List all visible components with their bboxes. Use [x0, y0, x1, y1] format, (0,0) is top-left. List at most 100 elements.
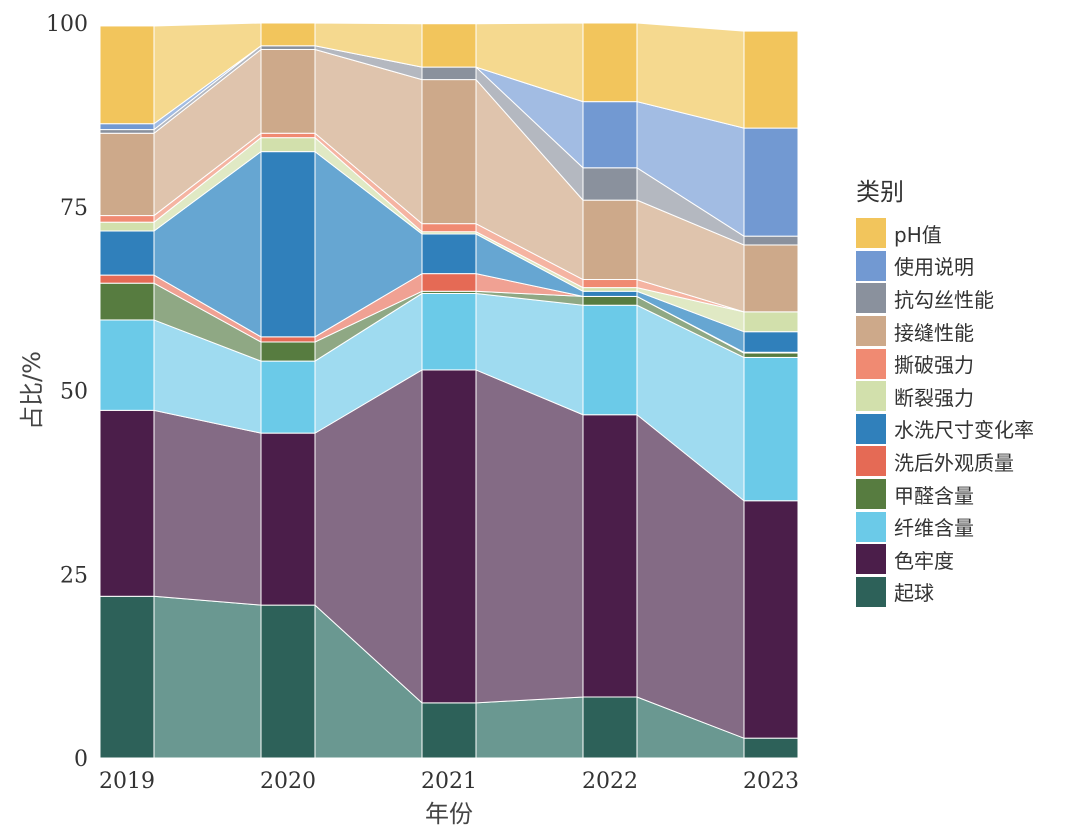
y-tick-label: 75 [60, 196, 88, 221]
bar-segment [743, 235, 799, 246]
legend-item: 抗勾丝性能 [856, 282, 1034, 315]
bar-segment [421, 702, 477, 759]
flow-band [153, 409, 262, 606]
bar-segment [99, 123, 155, 131]
legend-label: 纤维含量 [894, 516, 974, 541]
legend-swatch [856, 576, 886, 607]
legend-label: 色牢度 [894, 548, 954, 573]
bar-segment [421, 223, 477, 233]
bar-segment [99, 282, 155, 321]
bar-segment [582, 22, 638, 103]
x-axis-ticks: 2019 2020 2021 2022 2023 [99, 769, 799, 794]
y-tick-label: 100 [46, 12, 88, 37]
bar-segment [743, 737, 799, 759]
stacked-bars [99, 22, 799, 759]
bar-segment [743, 356, 799, 502]
legend-label: 接缝性能 [894, 320, 974, 345]
legend-swatch [856, 218, 886, 249]
bar-segment [421, 369, 477, 704]
bar-segment [743, 500, 799, 739]
legend-item: 起球 [856, 576, 1034, 609]
bar-segment [99, 409, 155, 597]
x-tick-label: 2023 [743, 769, 799, 794]
legend-item: 撕破强力 [856, 347, 1034, 380]
bar-segment [743, 244, 799, 313]
bar-segment [743, 331, 799, 353]
flow-band [475, 696, 584, 759]
x-tick-label: 2022 [582, 769, 638, 794]
bar-segment [743, 311, 799, 333]
bar-segment [99, 132, 155, 217]
bar-segment [260, 22, 316, 47]
bar-segment [582, 279, 638, 289]
legend-label: 甲醛含量 [894, 483, 974, 508]
legend-item: 纤维含量 [856, 510, 1034, 543]
bar-segment [99, 129, 155, 134]
legend-item: 水洗尺寸变化率 [856, 413, 1034, 446]
bar-segment [582, 295, 638, 306]
legend-label: 水洗尺寸变化率 [894, 418, 1034, 443]
y-axis-ticks: 0 25 50 75 100 [46, 12, 88, 772]
flow-band [153, 595, 262, 759]
legend-swatch [856, 413, 886, 444]
bar-segment [260, 48, 316, 134]
legend-swatch [856, 348, 886, 379]
bar-segment [99, 595, 155, 759]
bar-segment [582, 199, 638, 281]
bar-segment [582, 290, 638, 297]
bar-segment [260, 360, 316, 434]
bar-segment [99, 215, 155, 223]
x-tick-label: 2019 [99, 769, 155, 794]
legend-item: 接缝性能 [856, 315, 1034, 348]
bar-segment [582, 696, 638, 759]
y-tick-label: 25 [60, 563, 88, 588]
bar-segment [99, 230, 155, 276]
legend-label: 断裂强力 [894, 385, 974, 410]
flow-bands [153, 22, 745, 759]
legend-label: 起球 [894, 581, 934, 606]
bar-segment [743, 352, 799, 358]
y-tick-label: 0 [74, 747, 88, 772]
legend-label: 抗勾丝性能 [894, 287, 994, 312]
bar-segment [582, 167, 638, 201]
x-tick-label: 2020 [260, 769, 316, 794]
bar-segment [743, 30, 799, 129]
bar-segment [743, 127, 799, 237]
bar-segment [421, 66, 477, 81]
legend-swatch [856, 250, 886, 281]
legend-item: 使用说明 [856, 250, 1034, 283]
flow-band [475, 369, 584, 704]
legend-item: 色牢度 [856, 543, 1034, 576]
bar-segment [260, 432, 316, 606]
bar-segment [260, 45, 316, 50]
bar-segment [582, 101, 638, 169]
legend-swatch [856, 446, 886, 477]
bar-segment [421, 233, 477, 275]
legend-swatch [856, 544, 886, 575]
legend-swatch [856, 381, 886, 412]
legend-label: 撕破强力 [894, 353, 974, 378]
x-axis-title: 年份 [425, 800, 473, 828]
bar-segment [99, 25, 155, 125]
x-tick-label: 2021 [421, 769, 477, 794]
bar-segment [260, 132, 316, 139]
legend-label: 洗后外观质量 [894, 450, 1014, 475]
bar-segment [260, 341, 316, 362]
bar-segment [421, 292, 477, 371]
bar-segment [582, 287, 638, 292]
bar-segment [421, 23, 477, 68]
bar-segment [260, 604, 316, 759]
bar-segment [260, 336, 316, 343]
bar-segment [99, 319, 155, 411]
legend-swatch [856, 511, 886, 542]
bar-segment [582, 414, 638, 698]
bar-segment [99, 274, 155, 284]
y-axis-title: 占比/% [18, 351, 46, 430]
legend-items: pH值 使用说明 抗勾丝性能 接缝性能 撕破强力 断裂强力 水洗尺寸变化率 洗后外观质量 甲醛含… [856, 217, 1034, 608]
legend-item: 甲醛含量 [856, 478, 1034, 511]
bar-segment [99, 221, 155, 232]
legend-swatch [856, 479, 886, 510]
legend-label: 使用说明 [894, 255, 974, 280]
legend-title: 类别 [856, 178, 904, 206]
